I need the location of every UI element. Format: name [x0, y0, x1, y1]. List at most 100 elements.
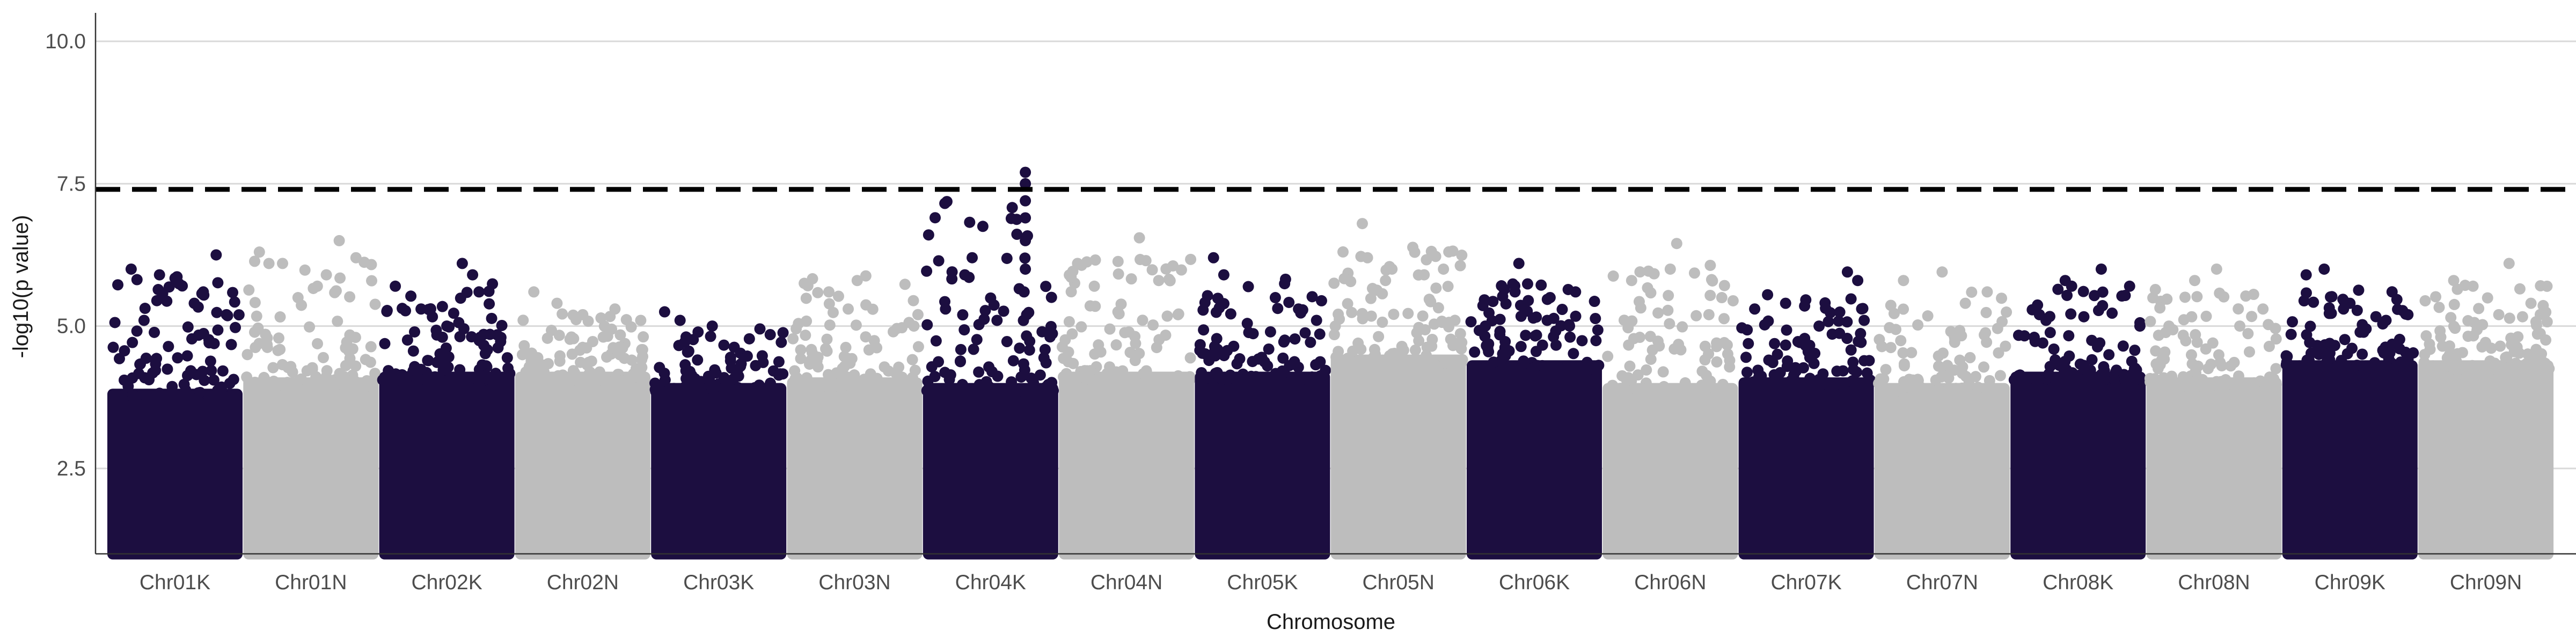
peak-point	[609, 303, 621, 315]
data-point	[2086, 354, 2098, 365]
data-point	[2477, 319, 2489, 331]
data-point	[838, 379, 850, 391]
peak-point	[2095, 263, 2107, 275]
data-point	[1156, 374, 1168, 385]
data-point	[481, 372, 493, 384]
data-point	[454, 331, 466, 342]
data-point	[1996, 292, 2008, 304]
data-point	[186, 333, 198, 345]
data-point	[695, 384, 707, 396]
data-point	[673, 340, 685, 352]
peak-point	[2124, 280, 2135, 292]
data-point	[1272, 303, 1284, 314]
peak-point	[1513, 258, 1525, 269]
data-point	[1119, 327, 1131, 339]
data-point	[1342, 298, 1353, 310]
data-point	[1063, 316, 1075, 327]
data-point	[1125, 273, 1137, 285]
data-point	[2325, 291, 2337, 303]
data-point	[1755, 370, 1767, 382]
data-point	[2097, 286, 2109, 298]
data-point	[1855, 328, 1867, 340]
data-point	[1212, 292, 1224, 304]
data-point	[879, 361, 890, 373]
data-point	[1314, 356, 1326, 368]
data-point	[227, 287, 239, 298]
data-point	[1479, 331, 1491, 342]
data-point	[2447, 363, 2459, 375]
data-point	[1922, 310, 1934, 322]
data-point	[1133, 348, 1145, 360]
data-point	[1994, 370, 2006, 382]
data-point	[1289, 333, 1301, 345]
data-point	[1455, 357, 1467, 369]
peak-point	[1541, 314, 1553, 326]
data-point	[1075, 321, 1087, 333]
peak-point	[350, 252, 362, 264]
peak-point	[1438, 263, 1450, 275]
data-point	[1337, 246, 1349, 258]
data-point	[1767, 356, 1779, 368]
peak-point	[1021, 309, 1033, 320]
data-point	[2243, 346, 2255, 358]
peak-point	[2257, 303, 2269, 315]
data-point	[1634, 332, 1645, 343]
x-tick-label: Chr04K	[955, 571, 1026, 594]
peak-point	[2525, 297, 2537, 309]
data-point	[2433, 302, 2445, 313]
data-point	[2270, 333, 2282, 345]
data-point	[2043, 368, 2055, 380]
peak-point	[2402, 309, 2414, 320]
data-point	[2540, 306, 2552, 318]
data-point	[516, 349, 528, 361]
data-point	[2536, 348, 2548, 360]
data-point	[230, 321, 241, 333]
data-point	[1263, 343, 1275, 355]
data-point	[1780, 339, 1791, 351]
data-point	[460, 374, 472, 385]
data-point	[2178, 380, 2190, 392]
data-point	[1663, 290, 1674, 302]
peak-point	[706, 320, 718, 332]
data-point	[1218, 350, 1230, 362]
data-point	[650, 386, 662, 398]
peak-point	[2234, 320, 2245, 332]
data-point	[2246, 311, 2258, 323]
data-point	[1857, 303, 1869, 314]
data-point	[2451, 348, 2463, 360]
data-point	[1283, 296, 1295, 308]
y-axis-title: -log10(p value)	[9, 215, 33, 358]
data-point	[1556, 303, 1568, 315]
chromosome-group-Chr05N	[1328, 218, 1468, 560]
dense-points	[1874, 383, 2010, 560]
data-point	[974, 379, 985, 391]
data-point	[233, 309, 245, 321]
data-point	[1110, 339, 1122, 351]
data-point	[1937, 347, 1949, 359]
dense-points	[1602, 383, 1738, 560]
data-point	[1996, 316, 2008, 327]
peak-point	[292, 292, 304, 304]
dense-points	[1467, 360, 1602, 560]
data-point	[968, 343, 979, 355]
data-point	[295, 373, 307, 385]
data-point	[427, 311, 438, 323]
data-point	[906, 371, 918, 383]
peak-point	[2163, 320, 2175, 332]
data-point	[112, 389, 123, 401]
data-point	[1333, 308, 1344, 320]
data-point	[2482, 292, 2493, 304]
data-point	[274, 343, 286, 355]
peak-point	[1020, 166, 1031, 178]
data-point	[1933, 360, 1944, 372]
data-point	[2448, 320, 2460, 332]
data-point	[249, 297, 261, 309]
data-point	[1085, 365, 1096, 377]
data-point	[638, 331, 649, 343]
data-point	[150, 391, 162, 402]
peak-point	[1386, 263, 1398, 275]
data-point	[157, 288, 169, 299]
data-point	[673, 384, 685, 396]
data-point	[659, 374, 671, 386]
data-point	[2391, 294, 2403, 305]
